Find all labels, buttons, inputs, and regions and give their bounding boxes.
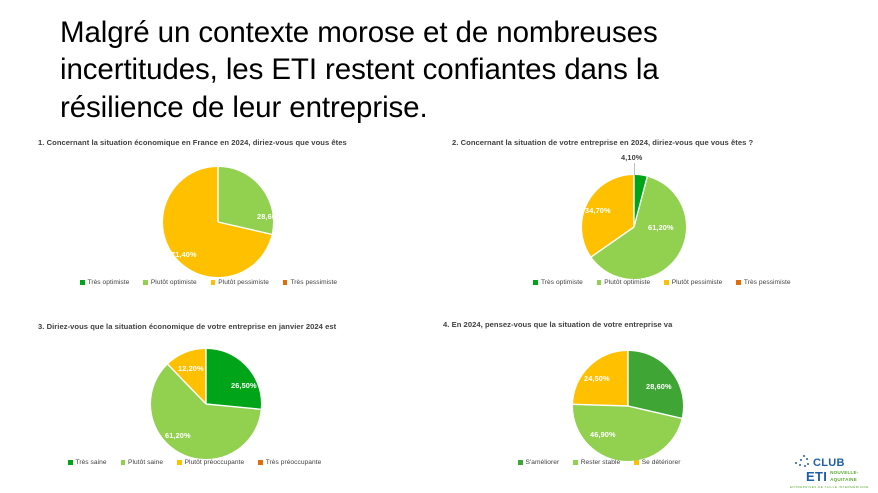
- chart-legend-2: Très optimiste Plutôt optimiste Plutôt p…: [452, 279, 852, 286]
- pie-slice-label-3-1: 61,20%: [165, 431, 191, 440]
- chart-panel-4: 4. En 2024, pensez-vous que la situation…: [443, 320, 843, 466]
- legend-label-4-1: Rester stable: [580, 459, 621, 466]
- chart-title-1: 1. Concernant la situation économique en…: [38, 138, 347, 147]
- pie-slice-label-4-0: 28,60%: [646, 382, 672, 391]
- legend-label-3-0: Très saine: [75, 459, 107, 466]
- legend-item-3-2[interactable]: Plutôt préoccupante: [177, 459, 244, 466]
- logo-region-line1: NOUVELLE-: [830, 470, 859, 476]
- chart-title-3: 3. Diriez-vous que la situation économiq…: [38, 322, 337, 331]
- legend-label-1-0: Très optimiste: [87, 279, 130, 286]
- pie-chart-4: 28,60% 46,90% 24,50%: [443, 329, 843, 461]
- legend-item-1-2[interactable]: Plutôt pessimiste: [210, 279, 269, 286]
- legend-item-1-3[interactable]: Très pessimiste: [282, 279, 338, 286]
- chart-panel-2: 2. Concernant la situation de votre entr…: [452, 138, 852, 286]
- pie-slice-label-2-2: 34,70%: [585, 206, 611, 215]
- legend-label-1-1: Plutôt optimiste: [150, 279, 197, 286]
- legend-label-4-0: S'améliorer: [525, 459, 560, 466]
- pie-chart-1: 28,60% 71,40%: [38, 147, 438, 277]
- legend-label-1-3: Très pessimiste: [290, 279, 338, 286]
- legend-label-4-2: Se détériorer: [641, 459, 681, 466]
- leader-line-2: [634, 163, 635, 177]
- dot-cluster-icon: [794, 453, 810, 469]
- pie-slice-label-1-0: 28,60%: [257, 212, 283, 221]
- logo-region-line2: AQUITAINE: [830, 476, 857, 482]
- legend-label-2-1: Plutôt optimiste: [604, 279, 651, 286]
- legend-swatch-icon: [533, 280, 538, 285]
- logo-club-text: CLUB: [813, 457, 845, 469]
- logo-region-block: NOUVELLE- AQUITAINE: [830, 470, 858, 483]
- legend-swatch-icon: [177, 460, 182, 465]
- legend-label-2-0: Très optimiste: [540, 279, 583, 286]
- legend-swatch-icon: [596, 280, 602, 285]
- pie-slice-label-4-1: 46,90%: [590, 430, 616, 439]
- logo-tagline: ENTREPRISES DE TAILLE INTERMÉDIAIRE: [790, 485, 869, 489]
- legend-label-2-2: Plutôt pessimiste: [671, 279, 723, 286]
- pie-graphic-1: [163, 167, 273, 277]
- legend-swatch-icon: [634, 460, 639, 465]
- legend-swatch-icon: [210, 280, 216, 285]
- legend-item-2-2[interactable]: Plutôt pessimiste: [664, 279, 722, 286]
- pie-slice-label-3-0: 26,50%: [231, 381, 257, 390]
- legend-swatch-icon: [68, 460, 73, 465]
- legend-swatch-icon: [736, 280, 741, 285]
- page-title: Malgré un contexte morose et de nombreus…: [60, 16, 659, 124]
- pie-slice-label-2-0: 4,10%: [621, 153, 643, 162]
- legend-swatch-icon: [664, 280, 669, 285]
- legend-label-3-3: Très préoccupante: [265, 459, 322, 466]
- legend-item-3-3[interactable]: Très préoccupante: [258, 459, 321, 466]
- legend-swatch-icon: [258, 460, 263, 465]
- legend-label-3-1: Plutôt saine: [128, 459, 164, 466]
- legend-label-3-2: Plutôt préoccupante: [184, 459, 245, 466]
- chart-title-4: 4. En 2024, pensez-vous que la situation…: [443, 320, 673, 329]
- pie-slice-label-3-2: 12,20%: [178, 364, 204, 373]
- chart-title-2: 2. Concernant la situation de votre entr…: [452, 138, 754, 147]
- legend-swatch-icon: [143, 280, 148, 285]
- legend-item-3-1[interactable]: Plutôt saine: [120, 459, 164, 466]
- logo-eti-text: ETI: [806, 469, 828, 484]
- legend-label-1-2: Plutôt pessimiste: [218, 279, 269, 286]
- pie-slice-label-1-1: 71,40%: [171, 250, 197, 259]
- legend-item-1-1[interactable]: Plutôt optimiste: [143, 279, 197, 286]
- pie-graphic-4: [573, 351, 683, 461]
- club-eti-logo: CLUB ETI NOUVELLE- AQUITAINE ENTREPRISES…: [788, 453, 872, 489]
- legend-item-4-1[interactable]: Rester stable: [573, 459, 620, 466]
- legend-item-3-0[interactable]: Très saine: [68, 459, 107, 466]
- legend-item-4-2[interactable]: Se détériorer: [634, 459, 680, 466]
- pie-slice-label-4-2: 24,50%: [584, 374, 610, 383]
- chart-legend-4: S'améliorer Rester stable Se détériorer: [443, 459, 843, 466]
- chart-legend-1: Très optimiste Plutôt optimiste Plutôt p…: [38, 279, 438, 286]
- logo-line-eti: ETI NOUVELLE- AQUITAINE: [806, 470, 872, 483]
- legend-swatch-icon: [282, 280, 288, 285]
- chart-legend-3: Très saine Plutôt saine Plutôt préoccupa…: [38, 459, 438, 466]
- legend-label-2-3: Très pessimiste: [743, 279, 791, 286]
- legend-swatch-icon: [120, 460, 126, 465]
- pie-graphic-3: [151, 349, 261, 459]
- legend-item-2-1[interactable]: Plutôt optimiste: [596, 279, 651, 286]
- legend-swatch-icon: [573, 460, 578, 465]
- logo-line-club: CLUB: [794, 453, 872, 469]
- legend-swatch-icon: [80, 280, 85, 285]
- chart-panel-3: 3. Diriez-vous que la situation économiq…: [38, 322, 438, 466]
- chart-panel-1: 1. Concernant la situation économique en…: [38, 138, 438, 286]
- pie-chart-3: 26,50% 61,20% 12,20%: [38, 331, 438, 459]
- legend-swatch-icon: [518, 460, 523, 465]
- legend-item-1-0[interactable]: Très optimiste: [80, 279, 129, 286]
- legend-item-2-3[interactable]: Très pessimiste: [736, 279, 791, 286]
- pie-slice-label-2-1: 61,20%: [648, 223, 674, 232]
- pie-chart-2: 4,10% 61,20% 34,70%: [452, 147, 852, 279]
- legend-item-2-0[interactable]: Très optimiste: [533, 279, 583, 286]
- legend-item-4-0[interactable]: S'améliorer: [518, 459, 559, 466]
